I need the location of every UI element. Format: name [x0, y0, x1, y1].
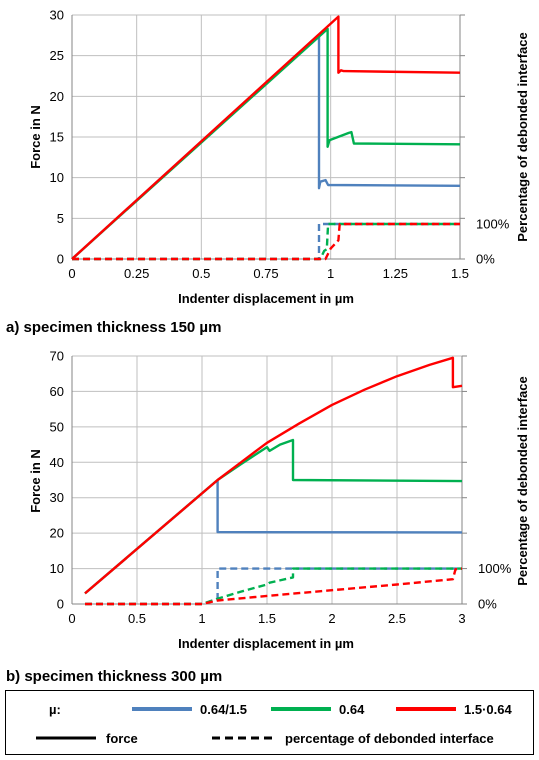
chart-b-series-force-0-64 — [84, 438, 463, 595]
chart-b-y-tick-label: 60 — [50, 384, 64, 399]
chart-a-x-tick-label: 1.25 — [383, 266, 408, 281]
legend-entry-force: force — [106, 731, 138, 746]
chart-a-y-tick-label: 0 — [57, 252, 64, 267]
chart-a-x-tick-labels: 0 0.25 0.5 0.75 1 1.25 1.5 — [68, 266, 469, 281]
legend-frame — [5, 690, 534, 755]
chart-b-y-tick-label: 30 — [50, 490, 64, 505]
chart-b-x-tick-labels: 0 0.5 1 1.5 2 2.5 3 — [68, 611, 465, 626]
chart-a-series-force-0-64 — [71, 27, 461, 260]
chart-a-caption: a) specimen thickness 150 µm — [6, 319, 221, 336]
legend-entry-red: 1.5·0.64 — [464, 702, 512, 717]
chart-a-y-tick-label: 30 — [50, 8, 64, 23]
chart-a: 0 0.25 0.5 0.75 1 1.25 1.5 0 5 10 15 20 25 30 0% 100%… — [6, 8, 530, 337]
chart-a-x-axis-title: Indenter displacement in µm — [178, 291, 354, 306]
chart-b-y2-tick-label: 0% — [478, 597, 497, 612]
chart-b-y-tick-label: 0 — [57, 597, 64, 612]
chart-a-y-tick-label: 20 — [50, 89, 64, 104]
chart-b-series-force-1-5-0-64 — [84, 356, 463, 595]
legend-entry-percentage: percentage of debonded interface — [285, 731, 494, 746]
chart-b-x-tick-label: 0 — [68, 611, 75, 626]
chart-a-x-tick-label: 0.75 — [253, 266, 278, 281]
chart-b-series-percentage-1-5-0-64 — [85, 567, 463, 606]
chart-a-y2-tick-label: 100% — [476, 217, 510, 232]
chart-b-x-tick-label: 3 — [458, 611, 465, 626]
chart-b-series-force-0-64-1-5 — [84, 478, 463, 595]
chart-a-series-group — [71, 15, 461, 261]
chart-b: 0 0.5 1 1.5 2 2.5 3 0 10 20 30 40 50 60 70 0% 100% Ind… — [6, 349, 530, 686]
chart-a-y-tick-label: 10 — [50, 170, 64, 185]
chart-b-y-tick-label: 50 — [50, 419, 64, 434]
chart-a-y2-axis-title: Percentage of debonded interface — [515, 32, 530, 242]
chart-a-y-tick-label: 15 — [50, 130, 64, 145]
chart-a-y-axis-title: Force in N — [28, 105, 43, 169]
legend: µ: 0.64/1.5 0.64 1.5·0.64 force percenta… — [5, 690, 534, 755]
chart-b-y-tick-label: 40 — [50, 455, 64, 470]
chart-b-y-tick-label: 10 — [50, 561, 64, 576]
chart-b-y-tick-labels: 0 10 20 30 40 50 60 70 — [50, 349, 64, 612]
chart-a-y2-tick-labels: 0% 100% — [476, 217, 510, 267]
chart-a-y-tick-label: 5 — [57, 211, 64, 226]
chart-a-x-tick-label: 0 — [68, 266, 75, 281]
chart-b-y2-tick-label: 100% — [478, 561, 512, 576]
chart-b-y2-axis-title: Percentage of debonded interface — [515, 376, 530, 586]
chart-a-series-percentage-0-64 — [72, 222, 460, 261]
chart-b-x-axis-title: Indenter displacement in µm — [178, 636, 354, 651]
chart-b-caption: b) specimen thickness 300 µm — [6, 668, 222, 685]
chart-b-y-axis-title: Force in N — [28, 449, 43, 513]
chart-b-y-tick-label: 20 — [50, 526, 64, 541]
legend-entry-blue: 0.64/1.5 — [200, 702, 247, 717]
chart-a-y-tick-labels: 0 5 10 15 20 25 30 — [50, 8, 64, 267]
chart-b-series-percentage-0-64-1-5 — [85, 567, 462, 606]
chart-a-series-percentage-1-5-0-64 — [72, 222, 460, 261]
chart-a-y2-tick-label: 0% — [476, 252, 495, 267]
chart-b-x-tick-label: 1.5 — [258, 611, 276, 626]
chart-b-series-percentage-0-64 — [85, 567, 462, 606]
chart-a-series-force-1-5-0-64 — [71, 15, 461, 260]
chart-b-x-tick-label: 1 — [198, 611, 205, 626]
legend-entry-green: 0.64 — [339, 702, 365, 717]
chart-a-gridlines — [71, 14, 461, 260]
chart-b-x-tick-label: 0.5 — [128, 611, 146, 626]
chart-b-y2-tick-labels: 0% 100% — [478, 561, 512, 611]
chart-a-x-tick-label: 1 — [327, 266, 334, 281]
chart-b-x-tick-label: 2.5 — [388, 611, 406, 626]
chart-b-y-tick-label: 70 — [50, 349, 64, 364]
chart-a-y-tick-label: 25 — [50, 48, 64, 63]
chart-a-x-tick-label: 0.5 — [192, 266, 210, 281]
chart-a-x-tick-label: 0.25 — [124, 266, 149, 281]
chart-b-series-group — [84, 356, 463, 606]
chart-b-x-tick-label: 2 — [328, 611, 335, 626]
legend-mu-label: µ: — [49, 702, 61, 717]
chart-a-x-tick-label: 1.5 — [451, 266, 469, 281]
